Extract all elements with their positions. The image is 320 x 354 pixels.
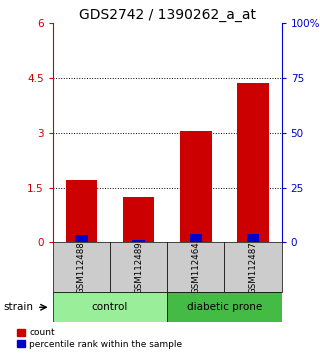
Text: GSM112489: GSM112489 [134,241,143,293]
Text: control: control [92,302,128,312]
FancyBboxPatch shape [53,242,110,292]
Bar [237,84,269,242]
FancyBboxPatch shape [167,292,282,322]
Text: diabetic prone: diabetic prone [187,302,262,312]
Title: GDS2742 / 1390262_a_at: GDS2742 / 1390262_a_at [79,8,256,22]
FancyBboxPatch shape [224,242,282,292]
Bar [75,235,88,242]
Text: strain: strain [3,302,33,312]
Bar [123,197,154,242]
Bar [132,240,145,242]
Bar [66,180,97,242]
Bar [247,234,259,242]
Text: GSM112487: GSM112487 [249,241,258,294]
Text: GSM112464: GSM112464 [191,241,200,294]
Bar [189,234,202,242]
FancyBboxPatch shape [110,242,167,292]
FancyBboxPatch shape [167,242,224,292]
Legend: count, percentile rank within the sample: count, percentile rank within the sample [17,329,182,349]
Text: GSM112488: GSM112488 [77,241,86,294]
Bar [180,131,212,242]
FancyBboxPatch shape [53,292,167,322]
